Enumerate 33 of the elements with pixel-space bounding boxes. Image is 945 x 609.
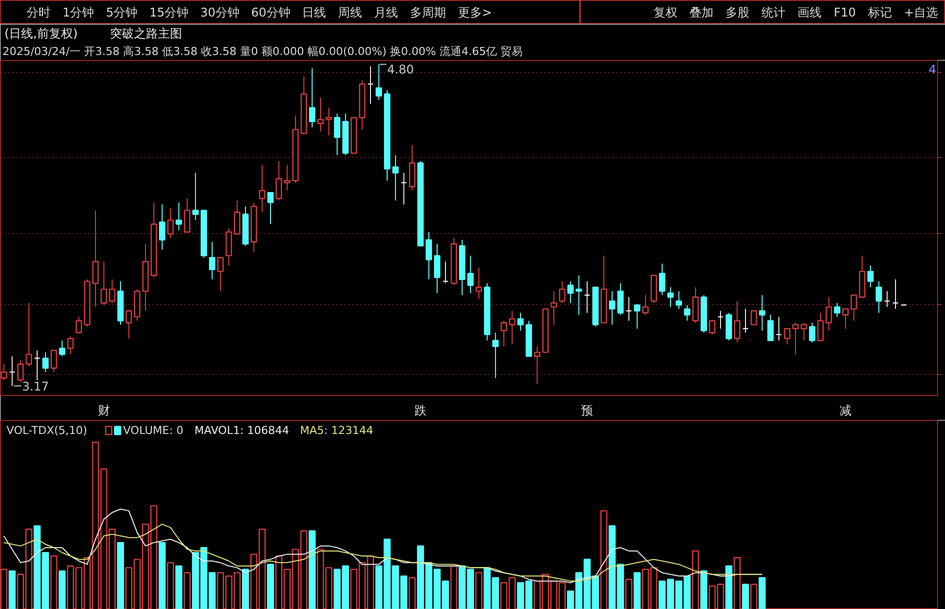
text: MA5: 123144 bbox=[300, 424, 374, 437]
text: 月线 bbox=[374, 6, 398, 20]
text: +自选 bbox=[904, 6, 938, 20]
chart-subtitle: 突破之路主图 bbox=[110, 26, 182, 40]
text: 更多> bbox=[458, 6, 492, 20]
text: 30分钟 bbox=[200, 6, 240, 20]
text: 5分钟 bbox=[106, 6, 138, 20]
text: MAVOL1: 106844 bbox=[194, 424, 290, 437]
text: 4 bbox=[928, 62, 936, 76]
x-tick-label: 减 bbox=[840, 404, 852, 418]
text: 60分钟 bbox=[251, 6, 290, 20]
text: 统计 bbox=[762, 6, 786, 20]
legend-label: VOLUME: 0 bbox=[123, 424, 184, 437]
text: 标记 bbox=[867, 6, 892, 20]
text: 1分钟 bbox=[62, 6, 94, 20]
text: 多股 bbox=[726, 6, 750, 20]
text: 画线 bbox=[798, 6, 822, 20]
annotation: 3.17 bbox=[22, 379, 49, 394]
text: 分时 bbox=[26, 6, 50, 20]
chart-title: (日线,前复权) bbox=[4, 26, 78, 40]
text: 多周期 bbox=[410, 6, 446, 20]
text: 复权 bbox=[654, 6, 678, 20]
text: 叠加 bbox=[690, 6, 714, 20]
x-tick-label: 预 bbox=[581, 404, 594, 418]
text: 2025/03/24/一 开3.58 高3.58 低3.58 收3.58 量0 额0.000 幅0.00(0.00%) 换0.00% 流通4.65亿 贸易 bbox=[2, 45, 522, 58]
chart-title: VOL-TDX(5,10) bbox=[6, 424, 88, 437]
text: F10 bbox=[834, 6, 856, 20]
text: 日线 bbox=[302, 6, 326, 20]
text: 周线 bbox=[338, 6, 362, 20]
x-tick-label: 财 bbox=[98, 404, 110, 418]
x-tick-label: 跌 bbox=[414, 404, 426, 418]
text: 15分钟 bbox=[149, 6, 189, 20]
annotation: 4.80 bbox=[387, 62, 414, 76]
